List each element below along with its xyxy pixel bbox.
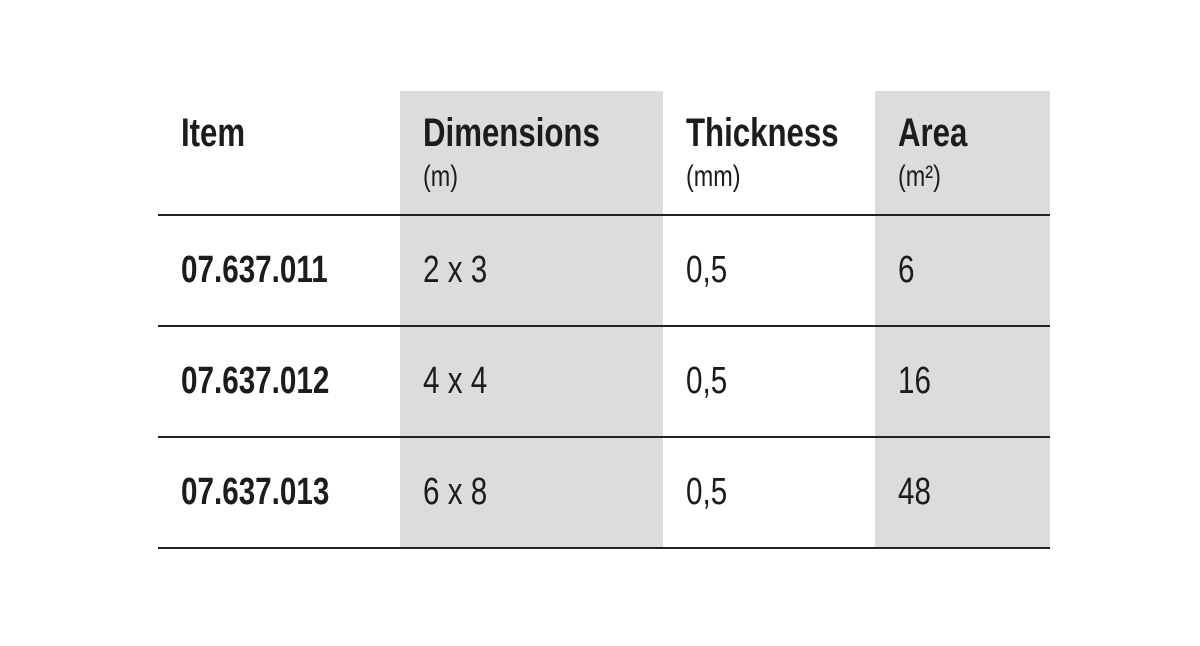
row-rule xyxy=(158,547,1050,549)
row-rule xyxy=(158,436,1050,438)
table-cell: 0,5 xyxy=(686,471,728,513)
item-code: 07.637.013 xyxy=(181,471,330,513)
header-title: Area xyxy=(898,111,968,155)
item-code: 07.637.011 xyxy=(181,249,328,291)
row-rule xyxy=(158,325,1050,327)
table-cell: 0,5 xyxy=(686,360,728,402)
table-cell: 6 xyxy=(898,249,915,291)
header-unit: (m) xyxy=(423,160,459,193)
table-cell: 48 xyxy=(898,471,931,513)
table-cell: 0,5 xyxy=(686,249,728,291)
item-code: 07.637.012 xyxy=(181,360,330,402)
header-title: Thickness xyxy=(686,111,839,155)
header-unit: (mm) xyxy=(686,160,741,193)
header-unit: (m²) xyxy=(898,160,941,193)
header-title: Dimensions xyxy=(423,111,600,155)
table-cell: 16 xyxy=(898,360,931,402)
column-shade xyxy=(400,91,663,549)
row-rule xyxy=(158,214,1050,216)
table-cell: 2 x 3 xyxy=(423,249,488,291)
header-title: Item xyxy=(181,111,246,155)
table-cell: 6 x 8 xyxy=(423,471,488,513)
table-cell: 4 x 4 xyxy=(423,360,488,402)
column-shade xyxy=(875,91,1050,549)
